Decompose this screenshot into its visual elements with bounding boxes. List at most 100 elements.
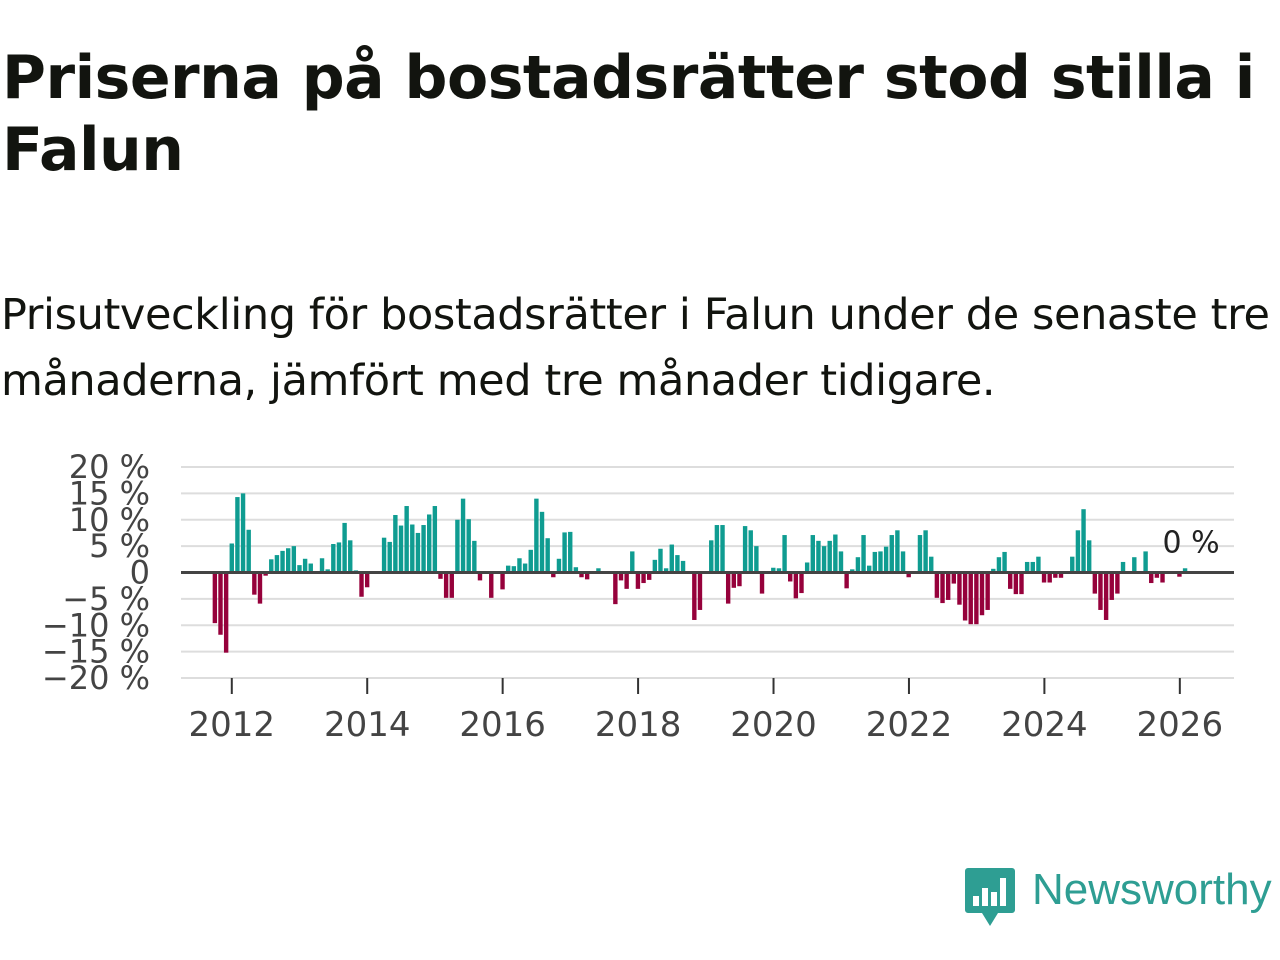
bar (810, 535, 815, 573)
bar (1132, 557, 1137, 573)
bar (742, 526, 748, 573)
bar (443, 572, 449, 598)
bar (381, 537, 387, 573)
bar (522, 563, 528, 573)
bar (246, 529, 251, 573)
bar (1047, 572, 1052, 583)
bar (1092, 572, 1098, 594)
y-tick-label: −10 % (42, 606, 150, 644)
bar (274, 555, 280, 573)
bar (872, 551, 878, 573)
bar (652, 559, 658, 573)
bar (962, 572, 968, 621)
bar (624, 572, 629, 589)
bar (850, 569, 855, 573)
bar-chart: 20 %15 %10 %5 %0−5 %−10 %−15 %−20 % 2012… (42, 448, 1234, 745)
bar (675, 555, 680, 573)
bar (404, 506, 409, 573)
bar (974, 572, 979, 625)
bar (556, 558, 562, 573)
bar (285, 548, 291, 573)
y-axis: 20 %15 %10 %5 %0−5 %−10 %−15 %−20 % (42, 448, 150, 697)
bar (1086, 540, 1092, 573)
bar (240, 493, 246, 573)
bar (793, 572, 799, 599)
bar (759, 572, 765, 594)
y-tick-label: −20 % (42, 659, 150, 697)
bar (235, 497, 240, 573)
bar (263, 572, 268, 576)
bar (1081, 509, 1086, 573)
bar (1120, 561, 1126, 573)
bar (641, 572, 646, 584)
bar (827, 540, 832, 573)
bar (421, 525, 426, 573)
bar (900, 551, 906, 573)
bar (855, 557, 861, 573)
bar (1075, 530, 1081, 573)
bar (838, 551, 844, 573)
bar (1013, 572, 1019, 595)
bar (861, 535, 866, 573)
bar (731, 572, 737, 588)
bar-series (212, 493, 1188, 653)
bar (647, 572, 652, 580)
bar (291, 546, 297, 573)
x-tick-label: 2020 (730, 705, 817, 745)
bar (923, 530, 928, 573)
newsworthy-logo-icon (965, 868, 1015, 926)
bar (489, 572, 494, 598)
bar (968, 572, 973, 625)
bar (1002, 551, 1007, 573)
bar (635, 572, 641, 589)
bar (906, 572, 911, 578)
bar (1177, 572, 1182, 577)
bar (257, 572, 263, 604)
bar (269, 559, 274, 573)
bar (218, 572, 223, 635)
bar (308, 563, 313, 573)
bar (833, 534, 838, 573)
bar (878, 551, 883, 573)
bar (1019, 572, 1024, 595)
bar (979, 572, 985, 616)
bar (844, 572, 849, 589)
bar (398, 525, 404, 573)
bar (816, 540, 821, 573)
bar (618, 572, 624, 581)
bar (460, 498, 466, 573)
bar (528, 549, 533, 573)
bar (466, 519, 471, 573)
bar (1160, 572, 1165, 583)
y-tick-label: −15 % (42, 633, 150, 671)
bar (545, 538, 550, 573)
bar (940, 572, 945, 604)
bar (1154, 572, 1160, 578)
bar (782, 535, 787, 573)
bar (883, 546, 889, 573)
bar (680, 560, 686, 573)
bar (692, 572, 697, 620)
bar (331, 544, 336, 573)
bar (393, 515, 398, 573)
bar (449, 572, 454, 598)
bar (410, 524, 415, 573)
bar (658, 548, 663, 573)
bar (1149, 572, 1154, 584)
bar (613, 572, 618, 605)
bar (229, 543, 234, 573)
bar (771, 567, 776, 573)
bar (866, 565, 872, 573)
bar (996, 557, 1002, 573)
bar (1008, 572, 1013, 589)
bar (505, 565, 511, 573)
bar (455, 519, 460, 573)
bar (663, 568, 669, 573)
bar (511, 566, 517, 573)
bar (951, 572, 957, 584)
bar (359, 572, 364, 597)
bar (438, 572, 443, 579)
bar (821, 546, 827, 573)
bar (714, 525, 720, 573)
bar (342, 522, 347, 573)
